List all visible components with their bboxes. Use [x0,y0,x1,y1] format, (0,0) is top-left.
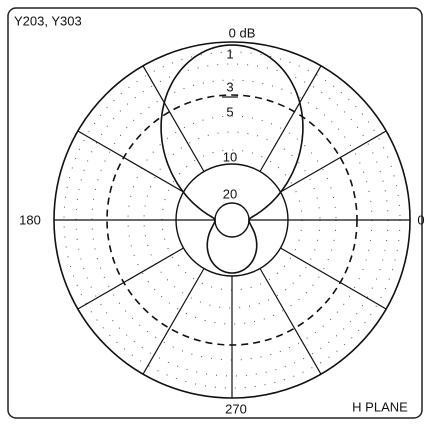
ring-label: 20 [223,186,237,201]
frame [7,7,423,419]
polar-grid [53,41,411,399]
spoke [77,130,184,193]
pattern-curve [160,44,304,274]
ring-label: 0 dB [229,25,256,40]
ring-label: 3 [226,79,233,94]
angle-label: 180 [19,212,41,227]
ring [175,163,289,277]
spoke [142,65,205,172]
spoke [77,247,184,310]
ring-label: 5 [226,104,233,119]
plane-label: H PLANE [352,399,408,414]
dashed-ring [106,94,358,346]
spoke [259,268,322,375]
spoke [280,247,387,310]
spoke [142,268,205,375]
inner-ring [214,202,250,238]
spoke [259,65,322,172]
title: Y203, Y303 [14,13,82,28]
ring-label: 1 [226,46,233,61]
ring-label: 10 [223,149,237,164]
outer-ring [53,41,411,399]
spoke [280,130,387,193]
angle-label: 0 [417,212,424,227]
angle-label: 270 [225,401,247,416]
